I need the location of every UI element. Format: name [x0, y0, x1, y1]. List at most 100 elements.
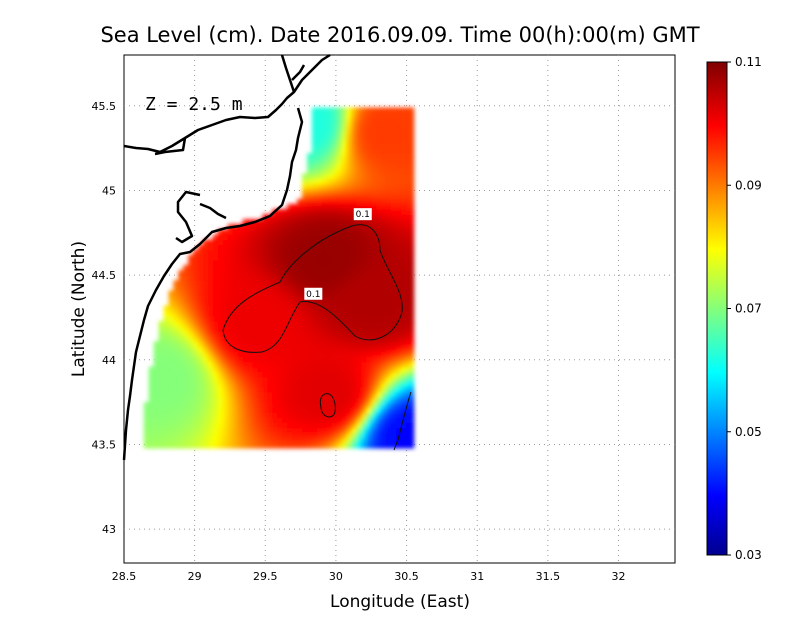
field-cell: [391, 178, 397, 185]
field-cell: [400, 366, 407, 373]
field-cell: [356, 427, 362, 434]
field-cell: [381, 249, 387, 256]
field-cell: [410, 275, 415, 281]
field-cell: [391, 315, 397, 322]
field-cell: [316, 320, 323, 327]
field-cell: [366, 285, 372, 291]
field-cell: [227, 392, 234, 398]
field-cell: [198, 325, 204, 332]
field-cell: [341, 361, 348, 368]
field-cell: [203, 305, 209, 312]
field-cell: [361, 432, 367, 439]
field-cell: [396, 315, 402, 322]
field-cell: [287, 412, 293, 418]
field-cell: [297, 259, 303, 266]
field-cell: [257, 270, 263, 276]
field-cell: [346, 407, 352, 413]
field-cell: [351, 270, 357, 276]
field-cell: [143, 437, 150, 444]
field-cell: [267, 422, 273, 429]
field-cell: [381, 402, 387, 408]
field-cell: [267, 265, 273, 271]
field-cell: [351, 381, 357, 388]
field-cell: [366, 168, 372, 175]
field-cell: [302, 219, 308, 225]
field-cell: [168, 356, 174, 363]
field-cell: [386, 259, 392, 266]
field-cell: [405, 168, 412, 175]
field-cell: [376, 249, 382, 256]
field-cell: [371, 270, 377, 276]
field-cell: [366, 427, 372, 434]
field-cell: [302, 366, 308, 373]
field-cell: [183, 432, 189, 439]
field-cell: [326, 239, 333, 246]
field-cell: [307, 214, 313, 220]
field-cell: [391, 341, 397, 347]
field-cell: [386, 107, 392, 114]
field-cell: [277, 397, 283, 403]
field-cell: [232, 417, 239, 424]
field-cell: [203, 320, 209, 327]
field-cell: [321, 259, 328, 266]
field-cell: [208, 320, 214, 327]
field-cell: [307, 224, 313, 230]
field-cell: [178, 290, 184, 297]
field-cell: [356, 127, 362, 134]
field-cell: [366, 437, 372, 444]
field-cell: [381, 442, 387, 449]
field-cell: [366, 341, 372, 347]
field-cell: [297, 285, 303, 291]
field-cell: [386, 112, 392, 119]
field-cell: [331, 239, 338, 246]
field-cell: [287, 325, 293, 332]
field-cell: [277, 427, 283, 434]
field-cell: [232, 336, 239, 342]
field-cell: [242, 310, 249, 317]
field-cell: [232, 300, 239, 307]
field-cell: [218, 234, 224, 241]
field-cell: [237, 432, 244, 439]
field-cell: [376, 386, 382, 393]
field-cell: [183, 417, 189, 424]
field-cell: [188, 290, 194, 297]
field-cell: [237, 270, 244, 276]
field-cell: [311, 320, 318, 327]
field-cell: [376, 143, 382, 149]
field-cell: [252, 437, 259, 444]
field-cell: [287, 407, 293, 413]
field-cell: [326, 214, 333, 220]
field-cell: [405, 198, 412, 205]
field-cell: [361, 183, 367, 190]
field-cell: [341, 432, 348, 439]
field-cell: [361, 107, 367, 114]
field-cell: [341, 285, 348, 291]
field-cell: [391, 224, 397, 230]
field-cell: [321, 285, 328, 291]
field-cell: [331, 315, 338, 322]
field-cell: [405, 188, 412, 195]
field-cell: [213, 437, 219, 444]
field-cell: [237, 290, 244, 297]
field-cell: [208, 397, 214, 403]
field-cell: [351, 138, 357, 144]
field-cell: [371, 376, 377, 383]
field-cell: [213, 412, 219, 418]
field-cell: [316, 153, 323, 159]
field-cell: [287, 254, 293, 261]
field-cell: [203, 341, 209, 347]
field-cell: [391, 310, 397, 317]
field-cell: [316, 432, 323, 439]
field-cell: [346, 336, 352, 342]
field-cell: [168, 295, 174, 302]
field-cell: [232, 259, 239, 266]
field-cell: [153, 442, 160, 449]
field-cell: [232, 427, 239, 434]
field-cell: [400, 153, 407, 159]
field-cell: [168, 437, 174, 444]
field-cell: [267, 275, 273, 281]
field-cell: [148, 422, 155, 429]
field-cell: [356, 300, 362, 307]
field-cell: [371, 138, 377, 144]
field-cell: [277, 351, 283, 357]
